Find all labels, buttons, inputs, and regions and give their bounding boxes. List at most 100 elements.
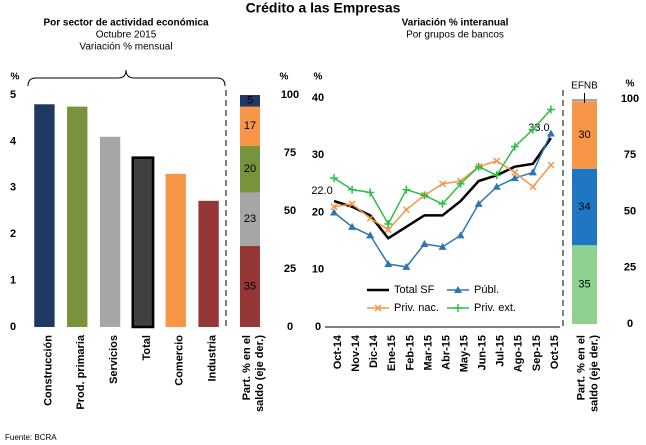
- x-tick-label: Oct-14: [332, 334, 344, 369]
- marker: [474, 162, 483, 171]
- chart-subtitle: Octubre 2015: [96, 30, 157, 41]
- source: Fuente: BCRA: [5, 433, 57, 442]
- stack-segment: [240, 95, 260, 107]
- marker: [546, 129, 555, 137]
- y2-tick-label: 75: [284, 147, 296, 159]
- x-tick-label: Feb-15: [404, 335, 416, 370]
- marker: [348, 200, 356, 208]
- marker: [493, 157, 501, 165]
- x-tick-label: Oct-15: [549, 335, 561, 369]
- marker: [546, 105, 555, 114]
- marker: [456, 179, 465, 188]
- y-axis-label: %: [314, 72, 323, 83]
- line: [333, 160, 552, 231]
- marker: [510, 142, 519, 151]
- y-tick-label: 20: [312, 206, 324, 218]
- x-tick-label: Jun-15: [477, 335, 489, 370]
- marker: [348, 185, 357, 194]
- marker: [454, 286, 462, 293]
- chart-title: Variación % interanual: [402, 18, 509, 29]
- stack-value-label: 17: [244, 120, 256, 132]
- y2-tick-label: 0: [287, 321, 293, 333]
- marker: [474, 199, 483, 207]
- stack-label: saldo (eje der.): [588, 335, 600, 412]
- legend-label: Priv. ext.: [474, 302, 516, 314]
- line: [333, 137, 552, 240]
- x-tick-label: Dic-14: [368, 334, 380, 368]
- marker: [511, 168, 519, 176]
- stack-segment: [572, 245, 597, 324]
- marker: [438, 180, 447, 188]
- marker: [384, 226, 392, 234]
- marker: [438, 199, 447, 208]
- y2-tick-label: 100: [621, 93, 639, 105]
- y-tick-label: 0: [10, 321, 16, 333]
- y-tick-label: 30: [312, 149, 324, 161]
- y-tick-label: 4: [10, 135, 17, 147]
- x-tick-label: Prod. primaria: [75, 334, 87, 409]
- y2-tick-label: 100: [281, 89, 299, 101]
- marker: [330, 174, 339, 183]
- marker: [330, 203, 338, 211]
- marker: [528, 125, 537, 134]
- y2-axis-label: %: [280, 72, 289, 83]
- marker: [454, 304, 462, 312]
- stack-value-label: 30: [578, 129, 590, 141]
- y2-axis-label: %: [626, 79, 635, 90]
- marker: [456, 231, 465, 239]
- marker: [384, 260, 393, 268]
- marker: [348, 222, 357, 230]
- marker: [366, 231, 375, 239]
- y-tick-label: 10: [312, 264, 324, 276]
- x-tick-label: Industria: [206, 334, 218, 381]
- bar: [67, 106, 88, 327]
- stack-segment: [240, 192, 260, 246]
- stack-label: Part. % en el: [241, 335, 253, 400]
- brace: [27, 69, 226, 87]
- bar: [99, 136, 121, 327]
- x-tick-label: Mar-15: [422, 335, 434, 370]
- x-tick-label: Ago-15: [513, 335, 525, 372]
- legend-label: Total SF: [394, 284, 435, 296]
- x-tick-label: Jul-15: [495, 335, 507, 367]
- y2-tick-label: 50: [284, 205, 296, 217]
- x-tick-label: Ene-15: [386, 335, 398, 371]
- marker: [402, 262, 411, 270]
- stack-value-label: 23: [244, 213, 256, 225]
- stack-segment: [572, 168, 597, 246]
- bar: [198, 200, 219, 327]
- stack-value-label: 35: [244, 280, 256, 292]
- y2-tick-label: 25: [624, 262, 636, 274]
- marker: [374, 304, 382, 312]
- marker: [528, 168, 537, 176]
- stack-value-label: 35: [578, 279, 590, 291]
- stack-segment: [572, 101, 597, 169]
- legend-label: Públ.: [474, 284, 499, 296]
- bar: [165, 173, 186, 327]
- marker: [492, 171, 501, 180]
- stack-label: saldo (eje der.): [254, 335, 266, 412]
- x-tick-label: Total: [141, 335, 153, 360]
- bar: [131, 156, 155, 329]
- marker: [492, 182, 501, 190]
- stack-value-label: 34: [578, 201, 590, 213]
- marker: [420, 191, 429, 200]
- stack-segment: [240, 106, 260, 147]
- y2-tick-label: 0: [627, 318, 633, 330]
- x-tick-label: Servicios: [108, 335, 120, 384]
- stack-label: Part. % en el: [575, 335, 587, 400]
- x-tick-label: Nov-14: [350, 334, 362, 372]
- y-axis-label: %: [11, 72, 20, 83]
- x-tick-label: Comercio: [174, 335, 186, 386]
- marker: [402, 185, 411, 194]
- marker: [438, 242, 447, 250]
- marker: [366, 188, 375, 197]
- stack-value-label: 5: [247, 95, 253, 107]
- x-tick-label: Sep-15: [531, 335, 543, 371]
- marker: [510, 174, 519, 182]
- x-tick-label: Abr-15: [440, 335, 452, 370]
- marker: [402, 206, 410, 214]
- stack-segment: [240, 146, 260, 193]
- bar: [34, 104, 55, 327]
- legend-label: Priv. nac.: [394, 302, 439, 314]
